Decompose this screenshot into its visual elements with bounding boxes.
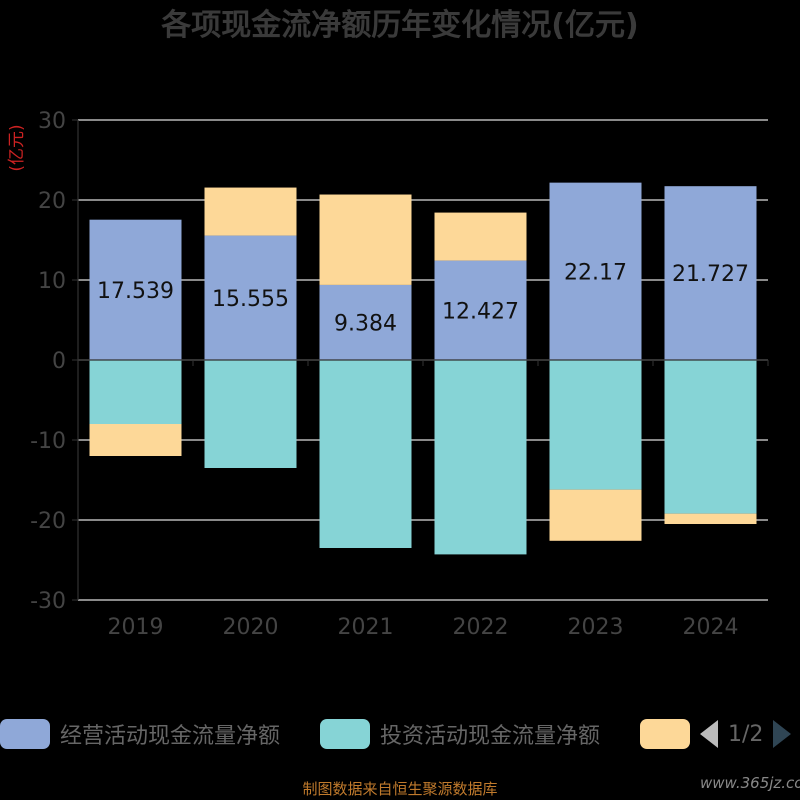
y-tick-label: -10 (30, 429, 66, 454)
legend-label: 经营活动现金流量净额 (60, 724, 281, 749)
bar-segment[interactable] (664, 360, 757, 514)
y-tick-label: 30 (38, 109, 66, 134)
chart-title: 各项现金流净额历年变化情况(亿元) (160, 8, 638, 43)
bar-segment[interactable] (319, 284, 412, 360)
y-tick-label: 0 (52, 349, 66, 374)
bar-segment[interactable] (549, 360, 642, 490)
y-tick-label: 20 (38, 189, 66, 214)
bar-value-label: 12.427 (442, 299, 519, 324)
data-labels-layer: 17.539 15.555 9.384 12.427 22.17 21.727 (97, 260, 749, 336)
bars-layer (89, 182, 757, 555)
legend-swatch (320, 719, 370, 749)
axes-layer: 30 20 10 0 -10 -20 -30 2019 2020 2021 2022 2023 2024 (30, 109, 769, 640)
legend-item-investing[interactable]: 投资活动现金流量净额 (320, 716, 600, 752)
x-tick-label: 2019 (108, 615, 164, 640)
bar-segment[interactable] (319, 360, 412, 548)
bar-value-label: 22.17 (564, 260, 627, 285)
x-tick-label: 2021 (338, 615, 394, 640)
legend-pager: 1/2 (700, 716, 792, 752)
watermark: www.365jz.com (700, 774, 800, 792)
x-tick-label: 2023 (568, 615, 624, 640)
bar-value-label: 15.555 (212, 287, 289, 312)
bar-segment[interactable] (549, 182, 642, 360)
legend-item-operating[interactable]: 经营活动现金流量净额 (0, 716, 280, 752)
bar-segment[interactable] (319, 194, 412, 285)
bar-segment[interactable] (434, 212, 527, 261)
bar-segment[interactable] (549, 489, 642, 541)
bar-value-label: 17.539 (97, 279, 174, 304)
bar-segment[interactable] (204, 235, 297, 360)
legend-prev-icon[interactable] (700, 720, 718, 748)
legend-page-indicator: 1/2 (728, 721, 764, 747)
legend: 经营活动现金流量净额 投资活动现金流量净额 1/2 (0, 716, 800, 752)
y-axis-label: (亿元) (7, 124, 27, 171)
bar-value-label: 21.727 (672, 262, 749, 287)
legend-next-icon[interactable] (773, 720, 792, 748)
data-source-note: 制图数据来自恒生聚源数据库 (302, 780, 498, 798)
legend-label: 投资活动现金流量净额 (380, 724, 601, 749)
bar-value-label: 9.384 (334, 311, 397, 336)
bar-segment[interactable] (89, 360, 182, 424)
legend-item-financing[interactable] (640, 716, 690, 752)
x-tick-label: 2024 (683, 615, 739, 640)
bar-segment[interactable] (204, 360, 297, 468)
x-tick-label: 2020 (223, 615, 279, 640)
bar-segment[interactable] (434, 260, 527, 360)
x-tick-label: 2022 (453, 615, 509, 640)
bar-segment[interactable] (434, 360, 527, 555)
y-tick-label: -30 (30, 589, 66, 614)
y-tick-label: -20 (30, 509, 66, 534)
y-tick-label: 10 (38, 269, 66, 294)
legend-swatch (640, 719, 690, 749)
bar-segment[interactable] (664, 513, 757, 524)
bar-segment[interactable] (89, 424, 182, 456)
bar-segment[interactable] (204, 187, 297, 236)
bar-segment[interactable] (664, 186, 757, 360)
legend-swatch (0, 719, 50, 749)
bar-segment[interactable] (89, 219, 182, 360)
